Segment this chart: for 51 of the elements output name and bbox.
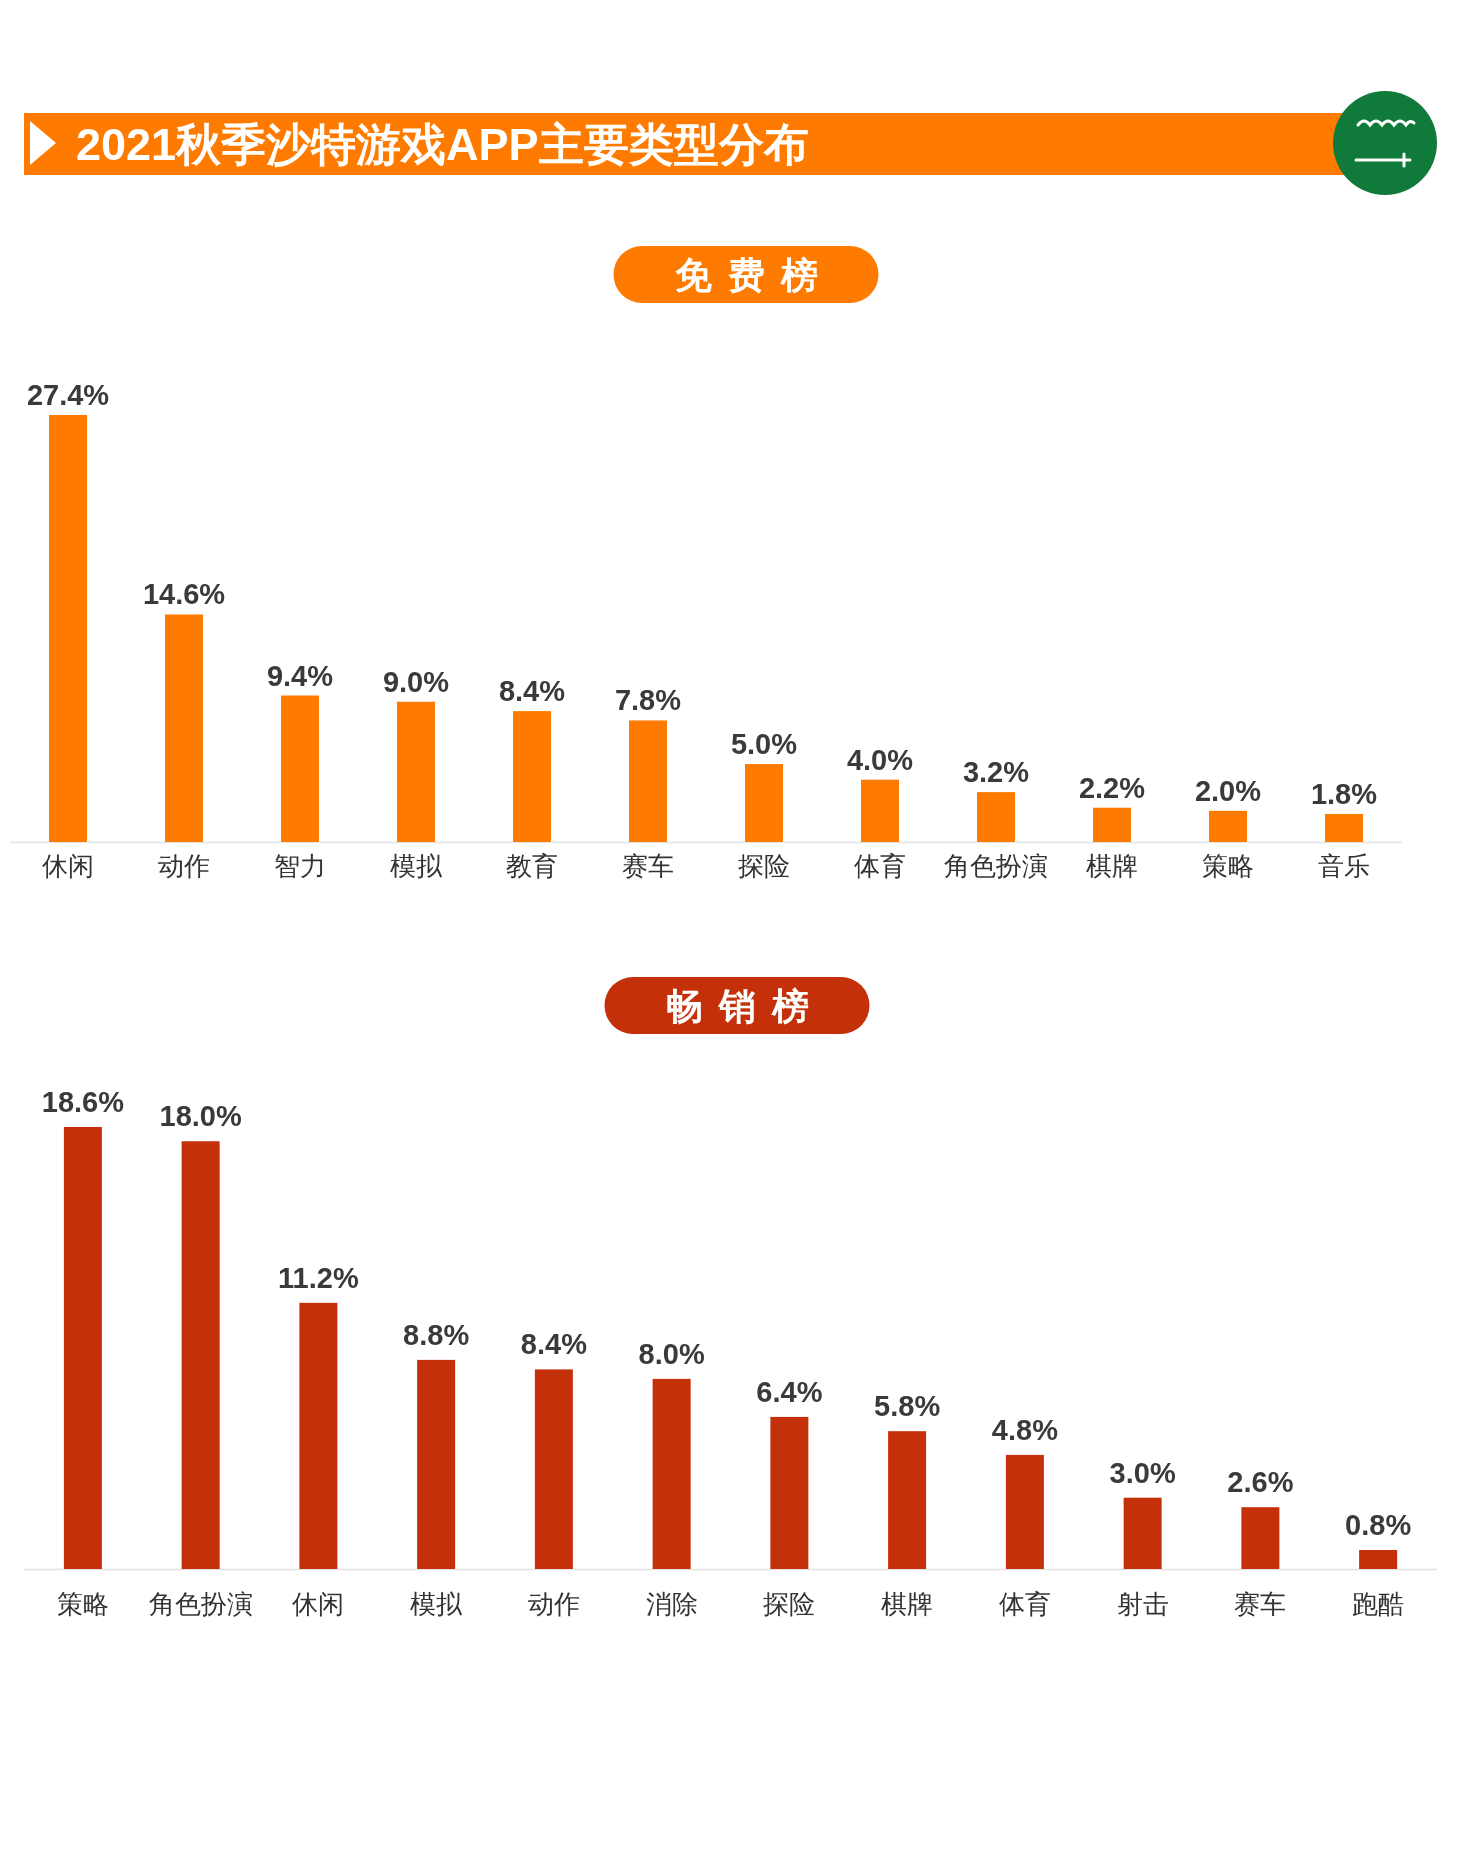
data-label: 27.4%: [26, 379, 110, 411]
x-tick-label: 体育: [998, 1589, 1051, 1619]
data-label: 8.4%: [498, 675, 566, 708]
data-label: 11.2%: [278, 1261, 359, 1294]
data-label: 3.0%: [1109, 1456, 1176, 1489]
data-label: 0.8%: [1345, 1508, 1412, 1541]
x-tick-label: 动作: [527, 1589, 580, 1619]
x-tick-label: 体育: [854, 851, 906, 881]
data-label: 5.8%: [874, 1390, 941, 1423]
x-tick-label: 棋牌: [881, 1589, 934, 1619]
data-label: 4.0%: [846, 743, 914, 776]
x-tick-label: 休闲: [292, 1589, 345, 1619]
chart-subtitle: 畅销榜: [665, 985, 825, 1027]
x-tick-label: 动作: [158, 851, 210, 881]
data-label: 1.8%: [1310, 777, 1378, 810]
x-tick-label: 跑酷: [1352, 1589, 1405, 1619]
x-tick-label: 休闲: [42, 851, 94, 881]
chart-subtitle: 免费榜: [674, 254, 834, 296]
x-tick-label: 棋牌: [1086, 851, 1138, 881]
data-label: 4.8%: [991, 1413, 1059, 1446]
data-label: 8.0%: [638, 1337, 705, 1370]
data-label: 6.4%: [756, 1375, 823, 1408]
data-label: 7.8%: [614, 684, 682, 717]
data-label: 8.4%: [520, 1328, 588, 1361]
data-label: 3.2%: [962, 756, 1030, 789]
chart-title: 2021秋季沙特游戏APP主要类型分布: [76, 119, 809, 170]
data-label: 2.6%: [1227, 1466, 1294, 1499]
x-tick-label: 策略: [56, 1589, 109, 1619]
data-label: 9.0%: [382, 665, 450, 698]
data-label: 18.0%: [159, 1100, 242, 1133]
x-tick-label: 消除: [645, 1589, 698, 1619]
x-tick-label: 射击: [1116, 1589, 1169, 1619]
data-label: 2.2%: [1078, 771, 1146, 804]
x-tick-label: 模拟: [390, 851, 443, 881]
data-label: 8.8%: [403, 1318, 470, 1351]
x-tick-label: 音乐: [1318, 851, 1370, 881]
x-tick-label: 智力: [274, 851, 326, 881]
x-tick-label: 探险: [763, 1589, 816, 1619]
data-label: 18.6%: [41, 1086, 125, 1118]
x-tick-label: 角色扮演: [148, 1589, 253, 1619]
data-label: 5.0%: [730, 728, 798, 761]
x-tick-label: 角色扮演: [944, 851, 1048, 881]
data-label: 14.6%: [142, 578, 226, 611]
x-tick-label: 赛车: [622, 851, 674, 881]
x-tick-label: 探险: [738, 851, 790, 881]
x-tick-label: 模拟: [410, 1589, 464, 1619]
x-tick-label: 教育: [506, 851, 558, 881]
x-tick-label: 赛车: [1234, 1589, 1287, 1619]
data-label: 9.4%: [266, 659, 334, 692]
x-tick-label: 策略: [1202, 851, 1254, 881]
data-label: 2.0%: [1194, 774, 1262, 807]
